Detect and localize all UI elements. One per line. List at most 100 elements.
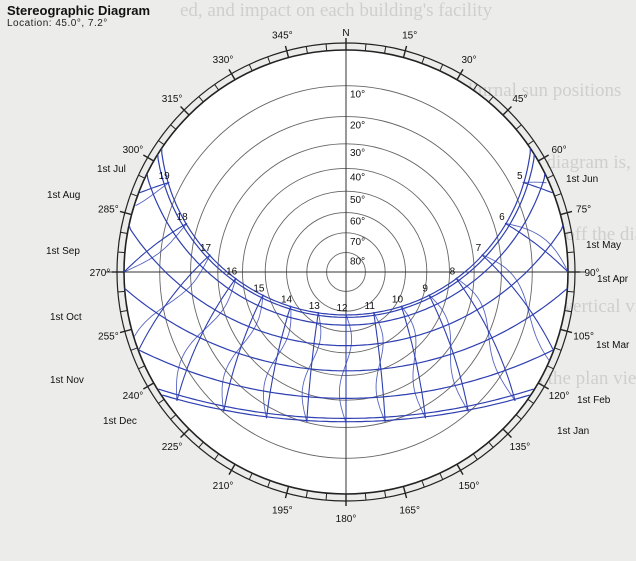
- hour-label: 17: [200, 243, 212, 254]
- azimuth-tick: [198, 441, 204, 448]
- month-label: 1st Jul: [97, 164, 126, 175]
- azimuth-tick: [170, 414, 177, 420]
- azimuth-tick: [267, 480, 271, 488]
- hour-label: 7: [476, 243, 482, 254]
- month-label: 1st Aug: [47, 190, 80, 201]
- hour-line: [504, 222, 569, 273]
- month-label: 1st Dec: [103, 416, 137, 427]
- azimuth-label: 210°: [213, 481, 234, 492]
- hour-line-loop: [123, 223, 188, 273]
- month-label: 1st Jun: [566, 174, 598, 185]
- hour-label: 15: [253, 283, 265, 294]
- hour-line-loop: [504, 222, 569, 273]
- azimuth-tick: [267, 56, 271, 64]
- azimuth-tick: [248, 472, 253, 480]
- azimuth-label: 105°: [573, 332, 594, 343]
- hour-line-loop: [338, 314, 353, 424]
- hour-line-loop: [301, 312, 322, 422]
- month-label: 1st Mar: [596, 340, 630, 351]
- azimuth-tick: [502, 106, 512, 116]
- hour-line: [138, 254, 211, 350]
- azimuth-tick: [421, 480, 425, 488]
- azimuth-label: 30°: [461, 55, 476, 66]
- azimuth-tick: [560, 210, 573, 216]
- hour-line: [522, 181, 553, 194]
- azimuth-tick: [143, 382, 155, 390]
- azimuth-label: 255°: [98, 332, 119, 343]
- azimuth-tick: [214, 453, 220, 460]
- azimuth-tick: [472, 453, 478, 460]
- azimuth-tick: [488, 441, 494, 448]
- azimuth-tick: [564, 231, 572, 234]
- azimuth-tick: [537, 154, 549, 162]
- hour-label: 5: [517, 171, 523, 182]
- azimuth-label: 135°: [510, 442, 531, 453]
- azimuth-label: 345°: [272, 30, 293, 41]
- hour-line-loop: [481, 254, 550, 362]
- month-label: 1st Sep: [46, 246, 80, 257]
- azimuth-tick: [228, 69, 236, 81]
- azimuth-label: 240°: [123, 391, 144, 402]
- altitude-label: 40°: [350, 172, 365, 183]
- hour-line-loop: [134, 254, 211, 337]
- hour-line-loop: [522, 181, 547, 184]
- hour-line-loop: [176, 277, 237, 401]
- azimuth-tick: [546, 365, 554, 370]
- azimuth-tick: [384, 46, 387, 54]
- azimuth-label: 45°: [512, 94, 527, 105]
- hour-line: [139, 181, 170, 194]
- hour-label: 11: [365, 301, 376, 312]
- azimuth-label: 315°: [162, 94, 183, 105]
- hour-label: 8: [450, 267, 456, 278]
- azimuth-tick: [364, 43, 367, 51]
- azimuth-tick: [456, 463, 464, 475]
- hour-line-loop: [262, 305, 292, 419]
- month-label: 1st Oct: [50, 312, 82, 323]
- azimuth-tick: [402, 45, 408, 58]
- azimuth-tick: [130, 193, 138, 197]
- azimuth-tick: [421, 56, 425, 64]
- azimuth-tick: [402, 486, 408, 499]
- hour-label: 10: [392, 294, 404, 305]
- azimuth-tick: [515, 414, 522, 420]
- azimuth-tick: [130, 347, 138, 351]
- hour-label: 16: [226, 267, 238, 278]
- azimuth-tick: [120, 310, 128, 313]
- azimuth-label: 150°: [459, 481, 480, 492]
- hour-label: 19: [159, 171, 171, 182]
- azimuth-label: 300°: [123, 145, 144, 156]
- azimuth-tick: [180, 106, 190, 116]
- azimuth-label: 225°: [162, 442, 183, 453]
- hour-line-loop: [455, 277, 516, 402]
- azimuth-label: 15°: [402, 30, 417, 41]
- azimuth-tick: [564, 310, 572, 313]
- altitude-azimuth-grid: [106, 38, 586, 506]
- azimuth-label: 285°: [98, 204, 119, 215]
- hour-line: [123, 222, 188, 273]
- azimuth-label: 270°: [90, 268, 111, 279]
- north-label: N: [342, 28, 349, 39]
- month-label: 1st Jan: [557, 426, 589, 437]
- azimuth-tick: [119, 328, 132, 334]
- azimuth-tick: [117, 290, 125, 293]
- azimuth-tick: [439, 64, 444, 72]
- azimuth-tick: [560, 328, 573, 334]
- azimuth-tick: [120, 231, 128, 234]
- sun-path-curves: [123, 148, 569, 424]
- azimuth-tick: [325, 43, 328, 51]
- azimuth-tick: [488, 96, 494, 103]
- azimuth-tick: [527, 398, 534, 404]
- hour-label: 6: [499, 212, 505, 223]
- azimuth-tick: [248, 64, 253, 72]
- azimuth-tick: [554, 347, 562, 351]
- azimuth-label: 180°: [336, 514, 357, 525]
- month-label: 1st Apr: [597, 274, 629, 285]
- month-label: 1st Feb: [577, 395, 611, 406]
- azimuth-label: 90°: [584, 268, 599, 279]
- azimuth-tick: [546, 174, 554, 179]
- azimuth-tick: [138, 365, 146, 370]
- azimuth-tick: [554, 193, 562, 197]
- hour-line-loop: [428, 294, 469, 412]
- altitude-label: 60°: [350, 217, 365, 228]
